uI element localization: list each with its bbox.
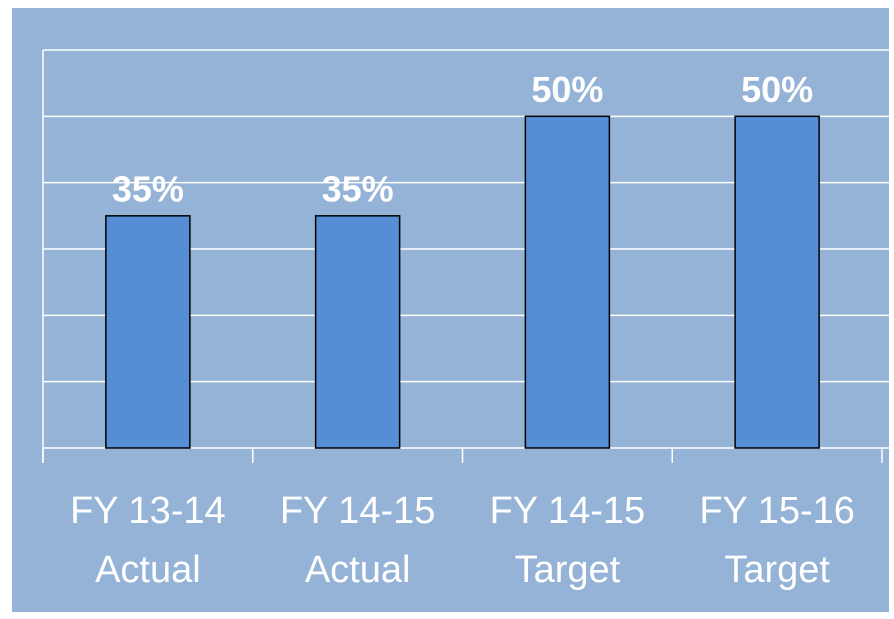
x-tick-label: FY 14-15 Target	[489, 490, 646, 591]
x-tick-label: FY 15-16 Target	[699, 490, 855, 591]
value-label: 50%	[741, 69, 813, 110]
bar	[105, 215, 191, 449]
value-label: 50%	[531, 69, 603, 110]
x-tick-label: FY 13-14 Actual	[70, 490, 226, 591]
x-tick-label: FY 14-15 Actual	[279, 490, 436, 591]
value-label: 35%	[322, 168, 394, 209]
bar	[524, 115, 611, 449]
bar	[314, 215, 401, 449]
bar	[734, 115, 820, 449]
value-label: 35%	[112, 168, 184, 209]
